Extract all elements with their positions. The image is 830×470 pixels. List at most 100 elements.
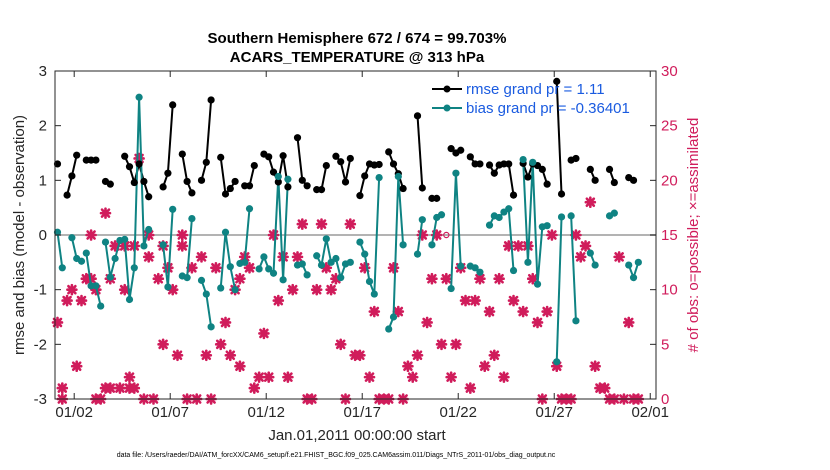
rmse-point (145, 193, 153, 201)
obs-assimilated-marker (51, 316, 64, 329)
rmse-point (341, 178, 350, 186)
obs-assimilated-marker (459, 294, 472, 307)
obs-assimilated-marker (234, 360, 246, 372)
bias-point (197, 276, 206, 284)
obs-assimilated-marker (176, 229, 189, 241)
bias-line-segment (219, 231, 237, 290)
obs-assimilated-marker (286, 283, 299, 296)
bias-point (125, 295, 134, 304)
bias-point (610, 209, 618, 217)
rmse-line-segment (488, 162, 515, 196)
rmse-point (245, 182, 254, 190)
bias-point (202, 290, 210, 298)
obs-assimilated-marker (550, 360, 563, 372)
obs-assimilated-marker (493, 272, 505, 285)
obs-assimilated-marker (584, 196, 597, 208)
rmse-point (322, 161, 330, 170)
bias-point (418, 216, 426, 224)
obs-assimilated-marker (234, 272, 246, 285)
x-tick-label: 01/07 (151, 404, 189, 421)
bias-point (375, 174, 383, 182)
obs-assimilated-marker (402, 360, 414, 372)
obs-assimilated-marker (291, 251, 304, 263)
bias-point (255, 265, 263, 273)
obs-assimilated-marker (123, 371, 136, 383)
y-right-tick-label: 0 (661, 391, 669, 408)
rmse-line-segment (335, 155, 352, 183)
y-tick-label: 3 (39, 63, 47, 80)
y-tick-label: -1 (34, 282, 47, 299)
x-tick-label: 01/27 (535, 404, 573, 421)
obs-assimilated-marker (219, 316, 232, 329)
bias-point (629, 274, 638, 282)
bias-point (471, 264, 479, 272)
rmse-point (202, 158, 210, 166)
obs-assimilated-marker (325, 283, 337, 296)
bias-line-segment (570, 215, 577, 321)
bias-point (495, 213, 503, 222)
bias-point (82, 249, 90, 257)
bias-point (279, 276, 287, 284)
bias-point (265, 265, 273, 273)
data-file-footnote: data file: /Users/raeder/DAI/ATM_forcXX/… (117, 452, 556, 459)
bias-point (529, 158, 537, 166)
obs-assimilated-marker (512, 240, 525, 252)
bias-point (505, 205, 513, 213)
rmse-line-segment (181, 153, 193, 194)
bias-point (533, 280, 542, 288)
y-tick-label: 1 (39, 172, 47, 189)
obs-assimilated-marker (85, 229, 97, 241)
obs-assimilated-marker (474, 272, 486, 285)
bias-point (586, 249, 594, 257)
rmse-point (505, 160, 513, 168)
obs-assimilated-marker (421, 316, 433, 329)
rmse-point (178, 150, 186, 158)
obs-assimilated-marker (210, 262, 222, 274)
bias-point (274, 172, 282, 181)
obs-assimilated-marker (310, 283, 323, 296)
obs-assimilated-marker (176, 240, 189, 252)
rmse-point (135, 160, 143, 168)
obs-assimilated-marker (517, 305, 529, 318)
y-right-tick-label: 20 (661, 172, 678, 189)
obs-assimilated-marker (243, 262, 256, 274)
obs-assimilated-marker (469, 294, 481, 307)
rmse-point (485, 161, 494, 169)
x-tick-label: 02/01 (631, 404, 669, 421)
bias-point (241, 258, 249, 266)
obs-assimilated-marker (406, 371, 419, 383)
bias-line-segment (258, 175, 289, 281)
y-right-tick-label: 25 (661, 118, 678, 135)
y-tick-label: -2 (34, 336, 47, 353)
bias-point (385, 325, 393, 333)
rmse-point (121, 152, 129, 160)
obs-assimilated-marker (128, 382, 141, 394)
bias-point (557, 213, 566, 221)
bias-point (361, 250, 369, 258)
rmse-point (63, 191, 71, 199)
obs-assimilated-marker (224, 349, 237, 362)
obs-assimilated-marker (109, 240, 121, 252)
rmse-line-segment (555, 81, 563, 195)
rmse-point (418, 184, 426, 192)
rmse-point (226, 184, 234, 193)
bias-point (322, 235, 330, 243)
bias-point (121, 235, 129, 243)
bias-point (111, 254, 119, 263)
y-right-tick-label: 10 (661, 282, 678, 299)
obs-assimilated-marker (426, 272, 438, 285)
obs-assimilated-marker (133, 152, 145, 165)
rmse-point (303, 182, 311, 190)
rmse-point (231, 177, 239, 186)
rmse-point (274, 178, 282, 186)
bias-line-segment (200, 280, 213, 327)
rmse-point (197, 176, 206, 184)
obs-assimilated-marker (334, 338, 347, 351)
obs-assimilated-marker (526, 272, 539, 285)
bias-point (97, 302, 105, 310)
bias-point (519, 155, 527, 164)
rmse-point (610, 178, 618, 187)
bias-point (77, 257, 86, 265)
rmse-point (591, 176, 599, 184)
obs-assimilated-marker (320, 262, 333, 274)
